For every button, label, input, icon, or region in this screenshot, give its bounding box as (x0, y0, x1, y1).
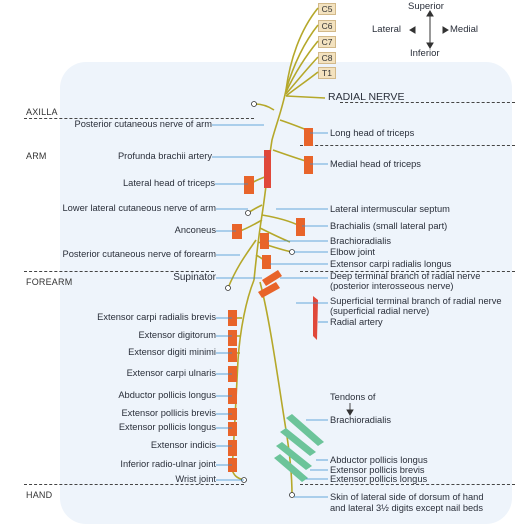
label-tendon-extensor-pollicis-longus: Extensor pollicis longus (330, 474, 428, 484)
label-lateral-head-of-triceps: Lateral head of triceps (123, 178, 215, 188)
label-tendon-extensor-pollicis-brevis: Extensor pollicis brevis (330, 465, 425, 475)
label-lateral-digits: and lateral 3½ digits except nail beds (330, 503, 483, 513)
region-axilla: AXILLA (26, 107, 58, 117)
root-c7: C7 (318, 36, 336, 48)
label-lateral-intermuscular-septum: Lateral intermuscular septum (330, 204, 450, 214)
label-abductor-pollicis-longus: Abductor pollicis longus (118, 390, 216, 400)
region-hand: HAND (26, 490, 53, 500)
label-tendons-of: Tendons of (330, 392, 376, 402)
root-c8: C8 (318, 52, 336, 64)
region-arm: ARM (26, 151, 47, 161)
label-tendon-abductor-pollicis-longus: Abductor pollicis longus (330, 455, 428, 465)
label-deep-terminal-branch: Deep terminal branch of radial nerve (330, 271, 481, 281)
axilla-divider-right (340, 102, 515, 103)
root-t1: T1 (318, 67, 336, 79)
label-anconeus: Anconeus (174, 225, 216, 235)
radial-nerve-title: RADIAL NERVE (328, 91, 405, 103)
forearm-divider-right (300, 271, 515, 272)
root-c5: C5 (318, 3, 336, 15)
label-posterior-cutaneous-nerve-of-forearm: Posterior cutaneous nerve of forearm (62, 249, 216, 259)
forearm-divider (24, 271, 214, 272)
label-elbow-joint: Elbow joint (330, 247, 375, 257)
hand-divider-right (300, 484, 515, 485)
arm-divider (300, 145, 515, 146)
medial-label: Medial (450, 24, 478, 35)
label-extensor-carpi-radialis-brevis: Extensor carpi radialis brevis (97, 312, 216, 322)
label-extensor-pollicis-longus: Extensor pollicis longus (118, 422, 216, 432)
inferior-label: Inferior (410, 48, 440, 59)
label-long-head-of-triceps: Long head of triceps (330, 128, 415, 138)
label-extensor-indicis: Extensor indicis (150, 440, 216, 450)
label-extensor-pollicis-brevis: Extensor pollicis brevis (121, 408, 216, 418)
label-medial-head-of-triceps: Medial head of triceps (330, 159, 421, 169)
label-brachialis: Brachialis (small lateral part) (330, 221, 448, 231)
label-radial-artery: Radial artery (330, 317, 383, 327)
label-extensor-carpi-radialis-longus: Extensor carpi radialis longus (330, 259, 452, 269)
axilla-divider (24, 118, 254, 119)
label-skin-dorsum-hand: Skin of lateral side of dorsum of hand (330, 492, 484, 502)
superior-label: Superior (408, 1, 444, 12)
label-profunda-brachii-artery: Profunda brachii artery (117, 151, 212, 161)
label-brachioradialis: Brachioradialis (330, 236, 391, 246)
label-superficial-radial-nerve: (superficial radial nerve) (330, 306, 430, 316)
label-posterior-cutaneous-nerve-of-arm: Posterior cutaneous nerve of arm (74, 119, 212, 129)
label-extensor-digitorum: Extensor digitorum (138, 330, 216, 340)
label-inferior-radio-ulnar-joint: Inferior radio-ulnar joint (120, 459, 216, 469)
hand-divider (24, 484, 244, 485)
label-lower-lateral-cutaneous-nerve: Lower lateral cutaneous nerve of arm (62, 203, 216, 213)
label-wrist-joint: Wrist joint (175, 474, 216, 484)
label-superficial-terminal-branch: Superficial terminal branch of radial ne… (330, 296, 502, 306)
region-forearm: FOREARM (26, 277, 73, 287)
label-extensor-digiti-minimi: Extensor digiti minimi (128, 347, 216, 357)
label-posterior-interosseous-nerve: (posterior interosseous nerve) (330, 281, 454, 291)
label-supinator: Supinator (173, 272, 216, 283)
root-c6: C6 (318, 20, 336, 32)
lateral-label: Lateral (372, 24, 402, 35)
label-tendon-brachioradialis: Brachioradialis (330, 415, 391, 425)
label-extensor-carpi-ulnaris: Extensor carpi ulnaris (126, 368, 216, 378)
